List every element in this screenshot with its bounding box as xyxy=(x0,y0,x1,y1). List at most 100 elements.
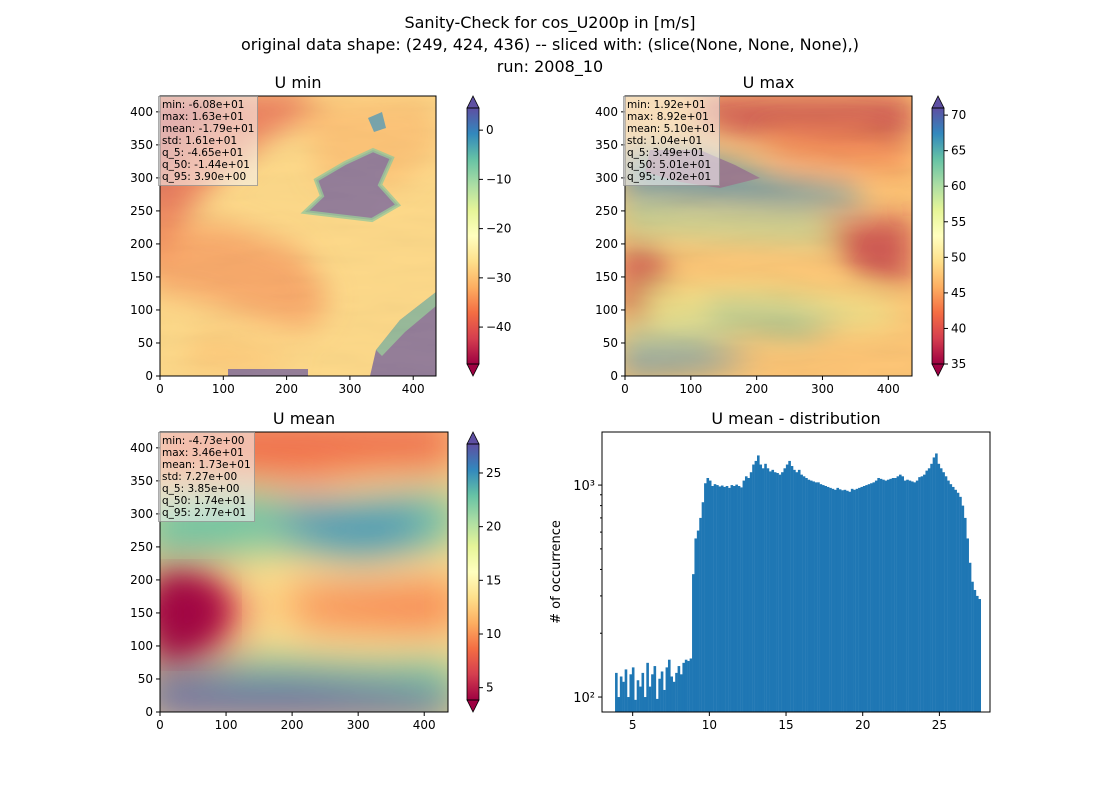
x-tick-label: 25 xyxy=(932,718,947,732)
histogram-bar xyxy=(949,484,953,712)
colorbar-tick-label: 60 xyxy=(951,179,966,193)
histogram-bar xyxy=(723,486,726,712)
y-tick-label: 0 xyxy=(610,369,618,383)
y-tick-label: 350 xyxy=(595,138,618,152)
histogram-bar xyxy=(971,581,974,712)
histogram-bar xyxy=(911,481,914,712)
histogram-bar xyxy=(963,517,967,712)
y-tick-label: 150 xyxy=(130,606,153,620)
histogram-bar xyxy=(918,477,921,712)
histogram-bar xyxy=(752,464,755,712)
histogram-bar xyxy=(913,482,917,712)
histogram-bar xyxy=(665,667,669,712)
histogram-bar xyxy=(687,660,690,712)
heatmap-u-max xyxy=(624,95,913,377)
panel-title: U min xyxy=(275,73,322,92)
histogram-bar xyxy=(882,479,885,712)
y-tick-label: 200 xyxy=(130,237,153,251)
histogram-bar xyxy=(744,476,748,712)
stat-q95: q_95: 7.02e+01 xyxy=(627,171,712,183)
stat-max: max: 1.63e+01 xyxy=(162,111,244,123)
histogram-bar xyxy=(641,672,645,712)
histogram-bar xyxy=(653,666,657,712)
y-tick-label: 50 xyxy=(138,336,153,350)
stats-box-u-mean: min: -4.73e+00 max: 3.46e+01 mean: 1.73e… xyxy=(158,432,255,522)
x-tick-label: 0 xyxy=(156,382,164,396)
histogram-bar xyxy=(824,486,827,712)
histogram-bar xyxy=(877,477,880,712)
histogram-bar xyxy=(968,562,972,712)
histogram-bar xyxy=(848,491,852,712)
histogram-bar xyxy=(846,490,849,712)
histogram-bar xyxy=(793,469,796,712)
histogram-bar xyxy=(737,486,741,712)
histogram-bar xyxy=(879,478,883,712)
histogram-bar xyxy=(781,472,784,712)
panel-title: U max xyxy=(743,73,795,92)
histogram-bar xyxy=(850,488,854,712)
histogram-bar xyxy=(853,489,856,712)
histogram-bar xyxy=(841,490,844,712)
x-tick-label: 300 xyxy=(338,382,361,396)
histogram-bar xyxy=(865,485,868,712)
stat-std: std: 1.04e+01 xyxy=(627,135,703,147)
colorbar-tick-label: 35 xyxy=(951,357,966,371)
x-tick-label: 5 xyxy=(629,718,637,732)
histogram-bar xyxy=(629,674,633,712)
colorbar-frame xyxy=(931,107,945,365)
x-tick-label: 0 xyxy=(621,382,629,396)
y-tick-label: 150 xyxy=(595,270,618,284)
histogram-bar xyxy=(814,482,818,712)
x-tick-label: 15 xyxy=(778,718,793,732)
histogram-bar xyxy=(658,678,661,712)
histogram-bar xyxy=(646,662,649,712)
histogram-bar xyxy=(884,480,888,712)
y-tick-label: 50 xyxy=(138,672,153,686)
histogram-bar xyxy=(624,669,628,712)
x-tick-label: 400 xyxy=(402,382,425,396)
y-tick-label: 10² xyxy=(573,691,595,706)
histogram-bar xyxy=(764,463,767,712)
x-tick-label: 300 xyxy=(347,718,370,732)
y-tick-label: 10³ xyxy=(573,479,595,494)
histogram-bar xyxy=(627,697,630,712)
histogram-bar xyxy=(660,671,664,712)
histogram-bar xyxy=(619,676,623,712)
histogram-bar xyxy=(927,468,931,712)
colorbar-frame xyxy=(466,107,480,365)
histogram-bar xyxy=(749,472,753,712)
histogram-bar xyxy=(667,659,671,712)
histogram-bar xyxy=(718,486,722,712)
histogram-bar xyxy=(920,476,924,712)
histogram-bar xyxy=(716,485,719,712)
y-tick-label: 300 xyxy=(130,507,153,521)
histogram-bar xyxy=(735,484,738,712)
histogram-bar xyxy=(708,480,712,712)
histogram-bar xyxy=(802,476,806,712)
histogram-bar xyxy=(680,674,683,712)
histogram-bar xyxy=(870,483,873,712)
y-tick-label: 400 xyxy=(130,441,153,455)
histogram-bar xyxy=(826,486,830,712)
y-tick-label: 50 xyxy=(603,336,618,350)
colorbar-tick-label: 10 xyxy=(486,627,501,641)
y-tick-label: 250 xyxy=(130,204,153,218)
histogram-bar xyxy=(622,681,625,712)
y-tick-label: 350 xyxy=(130,138,153,152)
histogram-bar xyxy=(942,472,945,712)
histogram-bar xyxy=(862,486,866,712)
histogram-bar xyxy=(961,505,965,712)
y-tick-label: 400 xyxy=(130,105,153,119)
stat-min: min: -4.73e+00 xyxy=(162,435,245,447)
y-tick-label: 200 xyxy=(595,237,618,251)
x-tick-label: 0 xyxy=(156,718,164,732)
histogram-bar xyxy=(805,477,808,712)
histogram-bar xyxy=(773,472,777,712)
histogram-bar xyxy=(643,697,647,712)
colorbar-tick-label: 0 xyxy=(486,123,494,137)
stat-min: min: 1.92e+01 xyxy=(627,99,706,111)
stat-max: max: 3.46e+01 xyxy=(162,447,244,459)
stat-q5: q_5: 3.49e+01 xyxy=(627,147,705,159)
y-tick-label: 100 xyxy=(130,303,153,317)
